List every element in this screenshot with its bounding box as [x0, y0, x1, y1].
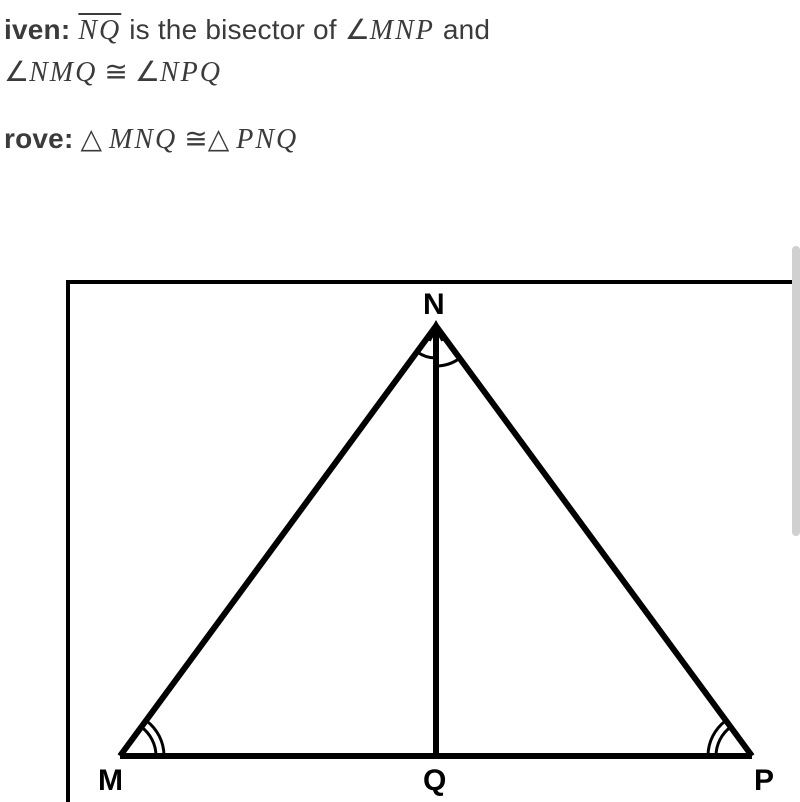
- triangle-mnq: MNQ: [109, 124, 177, 155]
- angle-nmq: NMQ: [29, 57, 97, 88]
- given-label: iven:: [4, 14, 70, 45]
- vertex-label-q: Q: [423, 764, 446, 798]
- triangle-symbol-2: △: [208, 124, 237, 155]
- angle-npq: NPQ: [160, 57, 222, 88]
- vertex-label-n: N: [423, 288, 445, 322]
- angle-mnp: MNP: [370, 15, 435, 46]
- vertex-label-p: P: [754, 764, 774, 798]
- scrollbar[interactable]: [792, 246, 800, 536]
- angle-symbol-2: ∠: [4, 57, 29, 88]
- given-line-2: ∠NMQ ≅ ∠NPQ: [4, 52, 800, 94]
- triangle-pnq: PNQ: [236, 124, 298, 155]
- given-line-1: iven: NQ is the bisector of ∠MNP and: [4, 10, 800, 52]
- given-tail: and: [435, 14, 490, 45]
- vertex-label-m: M: [98, 764, 123, 798]
- given-text-1: is the bisector of: [121, 14, 344, 45]
- congruent-symbol-2: ≅: [177, 124, 207, 155]
- congruent-symbol-1: ≅: [97, 57, 134, 88]
- angle-symbol-1: ∠: [345, 15, 370, 46]
- angle-symbol-3: ∠: [135, 57, 160, 88]
- segment-nq: NQ: [78, 15, 121, 46]
- triangle-diagram: [66, 280, 800, 802]
- prove-line: rove: △ MNQ ≅△ PNQ: [4, 119, 800, 161]
- triangle-symbol-1: △: [73, 124, 109, 155]
- problem-text: iven: NQ is the bisector of ∠MNP and ∠NM…: [0, 0, 800, 161]
- prove-label: rove:: [4, 123, 73, 154]
- spacer: [4, 93, 800, 119]
